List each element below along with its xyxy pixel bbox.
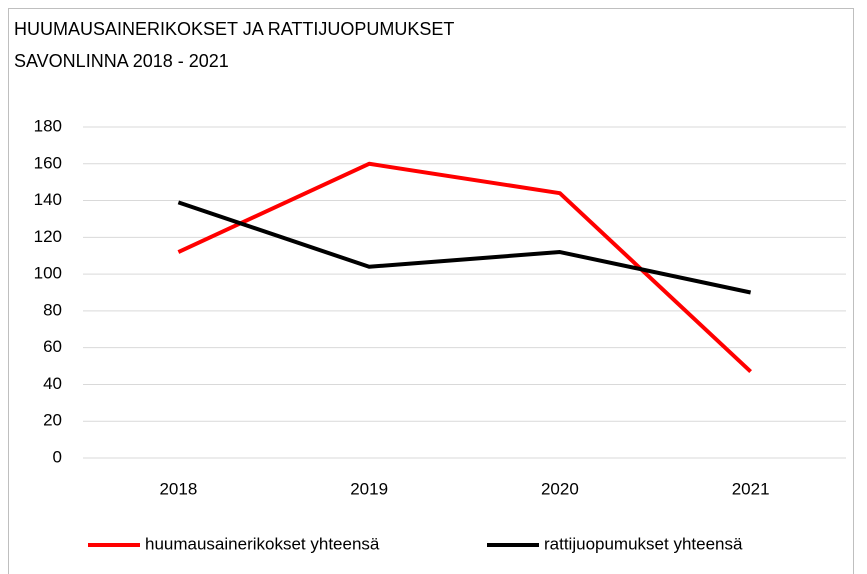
chart-frame [8, 8, 854, 574]
y-tick-label: 80 [43, 300, 62, 319]
y-tick-label: 160 [34, 153, 62, 172]
y-tick-label: 60 [43, 337, 62, 356]
x-tick-label: 2020 [541, 479, 579, 498]
data-line [177, 200, 752, 295]
legend-label: rattijuopumukset yhteensä [544, 534, 743, 553]
y-tick-label: 140 [34, 190, 62, 209]
chart-title: SAVONLINNA 2018 - 2021 [14, 51, 229, 71]
chart-title: HUUMAUSAINERIKOKSET JA RATTIJUOPUMUKSET [14, 19, 454, 39]
x-tick-label: 2018 [159, 479, 197, 498]
y-tick-label: 100 [34, 264, 62, 283]
y-tick-label: 180 [34, 116, 62, 135]
data-line [177, 161, 752, 374]
y-tick-label: 0 [53, 447, 62, 466]
y-tick-label: 120 [34, 227, 62, 246]
legend-label: huumausainerikokset yhteensä [145, 534, 380, 553]
y-tick-label: 40 [43, 374, 62, 393]
x-tick-label: 2019 [350, 479, 388, 498]
y-tick-label: 20 [43, 411, 62, 430]
x-tick-label: 2021 [732, 479, 770, 498]
